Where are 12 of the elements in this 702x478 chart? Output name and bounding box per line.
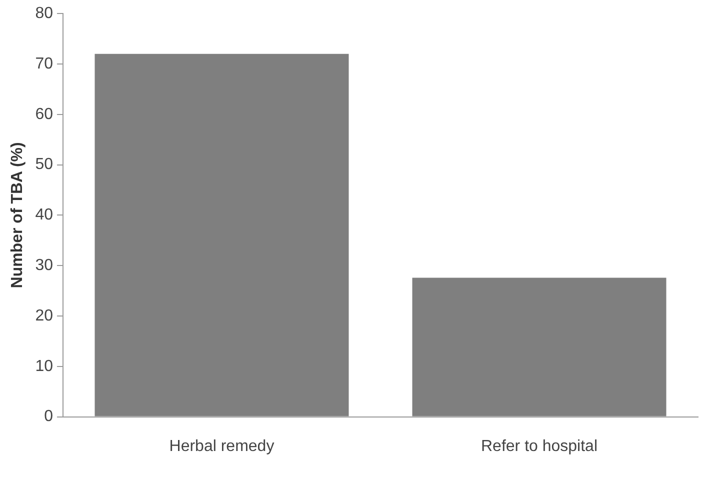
y-tick-label: 60 xyxy=(35,106,54,123)
y-tick-label: 20 xyxy=(35,307,54,324)
y-tick-label: 0 xyxy=(44,408,54,426)
y-tick-label: 70 xyxy=(35,55,54,72)
y-tick-label: 10 xyxy=(35,358,54,375)
y-tick-label: 50 xyxy=(35,156,54,174)
y-tick-label: 30 xyxy=(35,257,54,274)
y-tick-label: 80 xyxy=(35,5,54,22)
x-tick-label: Refer to hospital xyxy=(480,438,598,455)
x-tick-label: Herbal remedy xyxy=(169,438,274,455)
y-tick-label: 40 xyxy=(35,206,54,224)
y-axis-title: Number of TBA (%) xyxy=(9,142,26,288)
